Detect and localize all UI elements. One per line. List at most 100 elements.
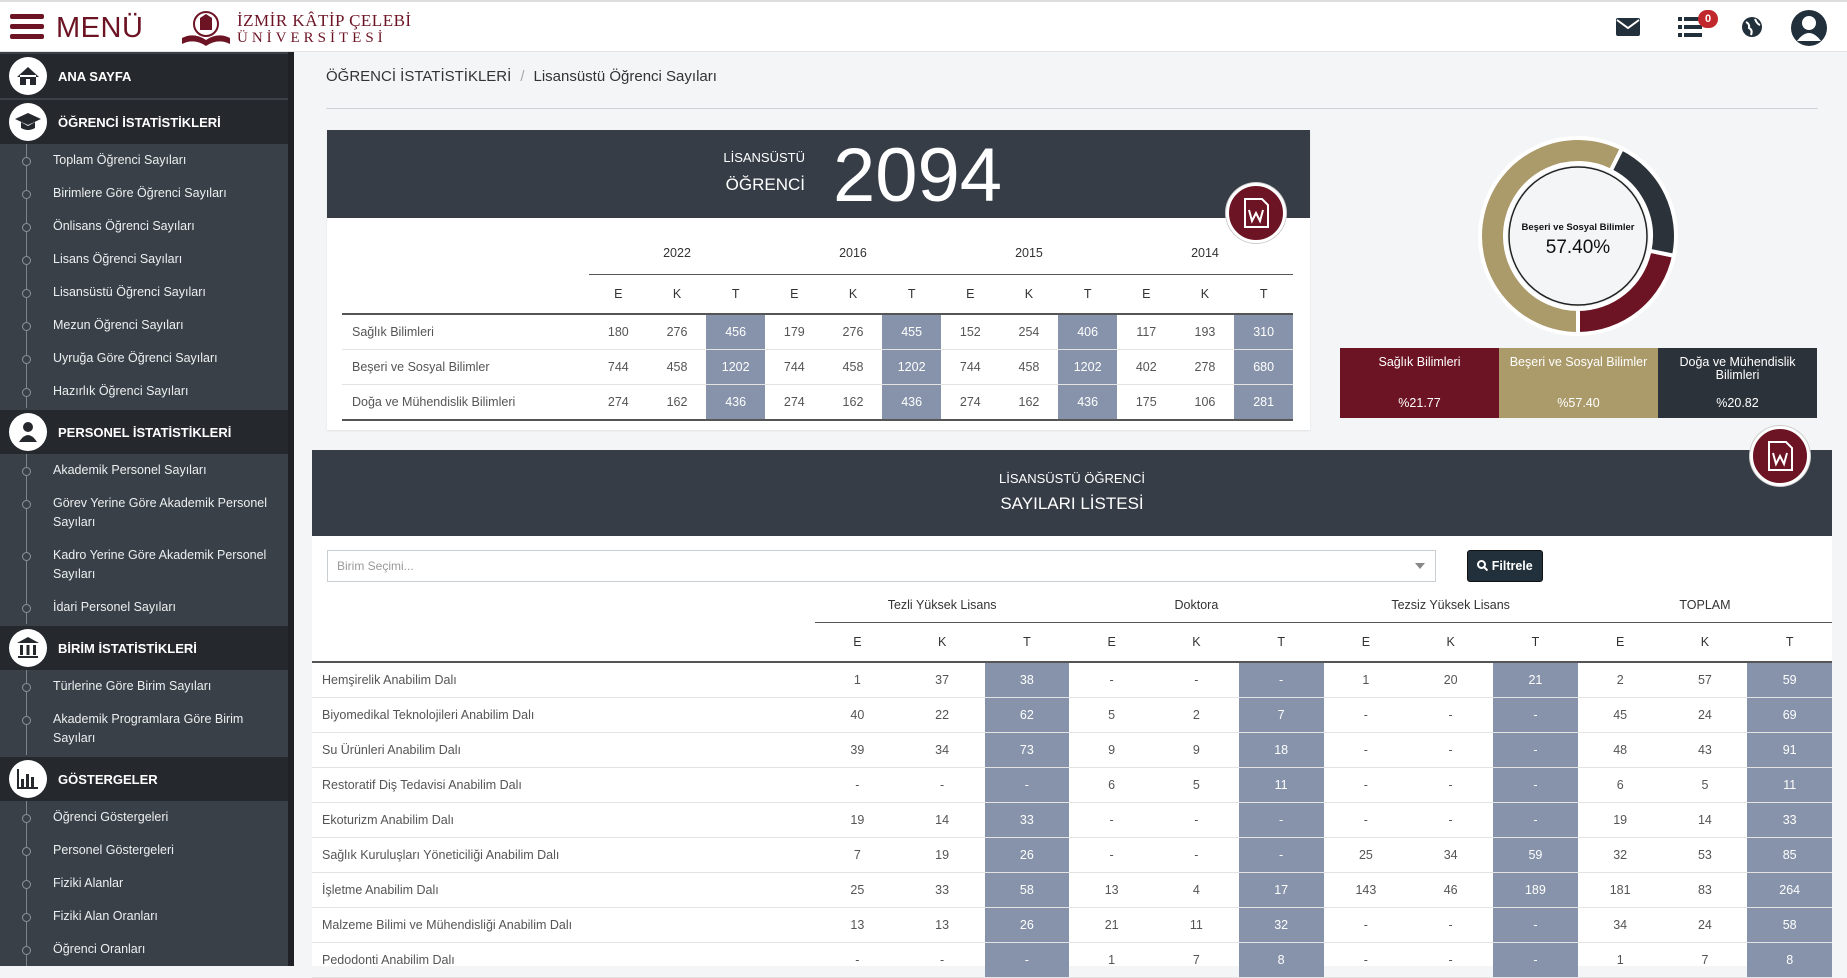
tasks-icon[interactable]: [1678, 17, 1702, 37]
list-header: LİSANSÜSTÜ ÖĞRENCİ SAYILARI LİSTESİ: [312, 450, 1832, 536]
data-row: Pedodonti Anabilim Dalı - - -1 7 8- - -1 7 8: [312, 942, 1833, 978]
cell: 85: [1747, 837, 1833, 873]
subhead: K: [647, 274, 707, 315]
word-export-button[interactable]: [1750, 426, 1810, 486]
row-name: İşletme Anabilim Dalı: [312, 872, 815, 908]
cell: -: [815, 767, 900, 803]
divider: [326, 108, 1818, 109]
legend-value: %20.82: [1716, 396, 1759, 410]
cell: 744: [940, 349, 1000, 385]
cell: 32: [1577, 837, 1663, 873]
menu-icon[interactable]: [10, 12, 44, 42]
legend-item[interactable]: Sağlık Bilimleri %21.77: [1340, 348, 1499, 418]
cell: 9: [1154, 732, 1239, 768]
blank-cell: [312, 588, 815, 623]
cell: -: [1154, 837, 1239, 873]
sidebar-item[interactable]: Görev Yerine Göre Akademik Personel Sayı…: [0, 487, 288, 539]
sidebar-section[interactable]: ÖĞRENCİ İSTATİSTİKLERİ: [0, 100, 288, 144]
sidebar-item[interactable]: Önlisans Öğrenci Sayıları: [0, 210, 288, 243]
sidebar-item[interactable]: Mezun Öğrenci Sayıları: [0, 309, 288, 342]
sidebar-item[interactable]: Personel Göstergeleri: [0, 834, 288, 867]
sidebar-item[interactable]: Fiziki Alanlar: [0, 867, 288, 900]
sidebar-item[interactable]: Türlerine Göre Birim Sayıları: [0, 670, 288, 703]
sidebar-item[interactable]: İdari Personel Sayıları: [0, 591, 288, 624]
subhead: K: [999, 274, 1059, 315]
summary-label: LİSANSÜSTÜ: [723, 150, 805, 165]
legend-item[interactable]: Doğa ve Mühendislik Bilimleri %20.82: [1658, 348, 1817, 418]
group-header: 2022: [589, 232, 765, 275]
sidebar-item[interactable]: Hazırlık Öğrenci Sayıları: [0, 375, 288, 408]
cell: 34: [899, 732, 985, 768]
cell: 62: [984, 697, 1070, 733]
cell: -: [1323, 767, 1409, 803]
cell: 175: [1116, 384, 1176, 421]
sidebar-item[interactable]: Kadro Yerine Göre Akademik Personel Sayı…: [0, 539, 288, 591]
cell: 193: [1175, 314, 1235, 350]
sidebar-item[interactable]: Öğrenci Oranları: [0, 933, 288, 966]
cell: 1202: [882, 349, 941, 385]
row-name: Su Ürünleri Anabilim Dalı: [312, 732, 815, 768]
legend-item[interactable]: Beşeri ve Sosyal Bilimler %57.40: [1499, 348, 1658, 418]
cell: 458: [999, 349, 1059, 385]
filter-label: Filtrele: [1491, 559, 1533, 573]
filter-button[interactable]: Filtrele: [1467, 550, 1543, 582]
cell: 1: [1323, 662, 1409, 698]
breadcrumb-item: Lisansüstü Öğrenci Sayıları: [533, 68, 717, 85]
subhead: T: [1058, 274, 1117, 315]
cell: 19: [899, 837, 985, 873]
donut-chart: Beşeri ve Sosyal Bilimler 57.40%: [1478, 136, 1678, 337]
sidebar-item[interactable]: Akademik Personel Sayıları: [0, 454, 288, 487]
sidebar-item[interactable]: Akademik Programlara Göre Birim Sayıları: [0, 703, 288, 755]
sidebar-item[interactable]: Lisans Öğrenci Sayıları: [0, 243, 288, 276]
sidebar-section[interactable]: GÖSTERGELER: [0, 757, 288, 801]
cell: 1: [1577, 942, 1663, 978]
cell: 11: [1747, 767, 1833, 803]
cell: 181: [1577, 872, 1663, 908]
cell: 73: [984, 732, 1070, 768]
sidebar-section[interactable]: PERSONEL İSTATİSTİKLERİ: [0, 410, 288, 454]
cell: 45: [1577, 697, 1663, 733]
data-row: Sağlık Bilimleri 180 276 456 179 276 455 152 254…: [342, 314, 1293, 350]
sidebar-item[interactable]: Toplam Öğrenci Sayıları: [0, 144, 288, 177]
cell: 40: [815, 697, 900, 733]
cell: 19: [1577, 802, 1663, 838]
cell: 2: [1154, 697, 1239, 733]
sidebar-section[interactable]: BİRİM İSTATİSTİKLERİ: [0, 626, 288, 670]
cell: 38: [984, 662, 1070, 698]
cell: -: [1493, 802, 1578, 838]
sidebar-item[interactable]: Öğrenci Göstergeleri: [0, 801, 288, 834]
globe-icon[interactable]: [1741, 16, 1763, 38]
sidebar-item[interactable]: Uyruğa Göre Öğrenci Sayıları: [0, 342, 288, 375]
blank-cell: [342, 274, 590, 315]
cell: 24: [1662, 697, 1748, 733]
cell: 8: [1747, 942, 1833, 978]
cell: 7: [1662, 942, 1748, 978]
mail-icon[interactable]: [1616, 18, 1640, 36]
breadcrumb-item[interactable]: ÖĞRENCİ İSTATİSTİKLERİ: [326, 68, 512, 85]
sidebar-item[interactable]: Fiziki Alan Oranları: [0, 900, 288, 933]
subhead: K: [1408, 622, 1494, 663]
cell: -: [1238, 662, 1324, 698]
icon-shape: [17, 67, 39, 85]
user-avatar[interactable]: [1790, 9, 1828, 47]
donut-center-name: Beşeri ve Sosyal Bilimler: [1521, 222, 1634, 233]
sidebar-item[interactable]: Birimlere Göre Öğrenci Sayıları: [0, 177, 288, 210]
row-name: Beşeri ve Sosyal Bilimler: [342, 349, 590, 385]
sidebar-section[interactable]: ANA SAYFA: [0, 54, 288, 98]
cell: -: [1323, 697, 1409, 733]
group-row: 2022 2016 2015 2014: [342, 232, 1293, 275]
subhead: K: [1154, 622, 1239, 663]
cell: 6: [1069, 767, 1155, 803]
unit-select[interactable]: Birim Seçimi...: [327, 550, 1436, 582]
cell: 13: [815, 907, 900, 943]
data-row: Ekoturizm Anabilim Dalı 19 14 33- - - - - -19 14 3…: [312, 802, 1833, 838]
icon-shape: [23, 422, 33, 432]
cell: 32: [1238, 907, 1324, 943]
sidebar-item[interactable]: Lisansüstü Öğrenci Sayıları: [0, 276, 288, 309]
menu-label[interactable]: MENÜ: [56, 12, 144, 44]
summary-header: LİSANSÜSTÜ ÖĞRENCİ 2094: [327, 130, 1310, 218]
cell: 106: [1175, 384, 1235, 421]
cell: 276: [647, 314, 707, 350]
data-row: Su Ürünleri Anabilim Dalı 39 34 73 9 9 18- - -48…: [312, 732, 1833, 768]
